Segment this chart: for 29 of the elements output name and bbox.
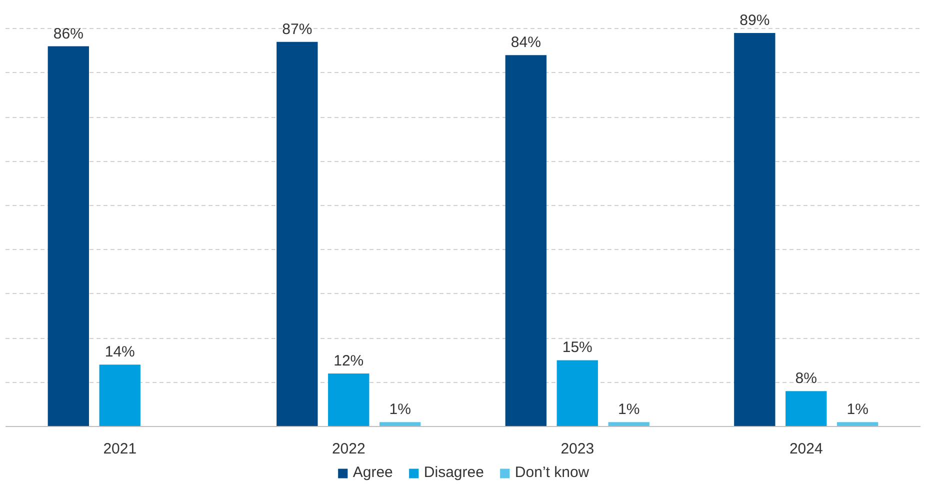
data-label: 8%	[795, 370, 817, 388]
data-label: 1%	[618, 401, 640, 418]
bar	[505, 55, 546, 427]
data-label: 14%	[104, 344, 135, 361]
data-label: 86%	[53, 25, 84, 42]
legend-label: Don’t know	[514, 464, 590, 481]
data-label: 1%	[846, 401, 868, 418]
bar	[328, 373, 370, 427]
x-tick-label: 2021	[103, 440, 137, 458]
data-label: 84%	[510, 34, 541, 52]
bar	[380, 422, 421, 427]
data-label: 87%	[282, 20, 312, 38]
x-tick-label: 2024	[789, 440, 823, 458]
x-tick-label: 2023	[560, 440, 594, 458]
bar	[276, 42, 318, 427]
legend-label: Disagree	[424, 464, 484, 481]
data-label: 12%	[334, 352, 364, 370]
bar	[99, 364, 140, 427]
bar	[786, 391, 827, 427]
bar	[608, 422, 650, 427]
x-tick-label: 2022	[332, 440, 366, 458]
bar	[556, 360, 598, 427]
legend-label: Agree	[352, 464, 393, 481]
bar	[837, 422, 878, 427]
bar	[734, 33, 776, 427]
data-label: 89%	[740, 12, 770, 30]
bar	[48, 46, 89, 427]
data-label: 1%	[389, 401, 411, 418]
data-label: 15%	[562, 339, 592, 356]
